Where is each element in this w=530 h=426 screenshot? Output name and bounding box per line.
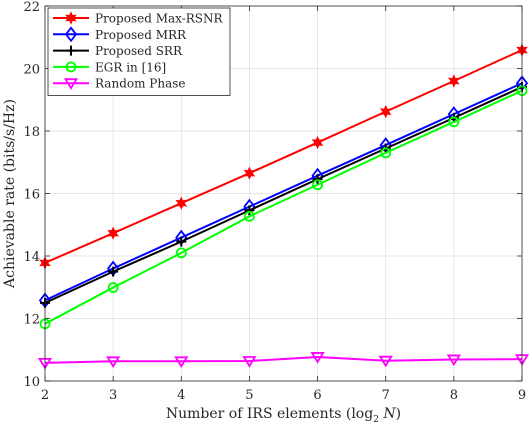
data-point bbox=[379, 104, 392, 119]
data-point bbox=[446, 354, 461, 367]
x-axis-label-close: ) bbox=[396, 406, 401, 422]
x-tick-label: 4 bbox=[177, 388, 185, 403]
series-line bbox=[44, 89, 523, 325]
legend-marker bbox=[64, 26, 78, 43]
data-point bbox=[106, 356, 121, 369]
grid-lines bbox=[44, 5, 523, 382]
x-tick-label: 2 bbox=[41, 388, 49, 403]
series-line bbox=[44, 82, 523, 302]
data-point bbox=[175, 196, 188, 210]
series-line bbox=[44, 49, 523, 264]
legend: Proposed Max-RSNR Proposed MRR Proposed SR… bbox=[47, 7, 231, 96]
x-tick-label: 7 bbox=[382, 388, 390, 403]
data-point bbox=[107, 226, 119, 240]
legend-entry: EGR in [16] bbox=[53, 60, 166, 74]
legend-marker bbox=[66, 45, 76, 56]
series-line bbox=[44, 86, 523, 304]
data-point bbox=[243, 166, 256, 180]
y-tick-label: 16 bbox=[23, 188, 40, 203]
data-point bbox=[174, 356, 189, 369]
data-point bbox=[176, 236, 187, 247]
legend-label: EGR in [16] bbox=[95, 60, 166, 74]
data-point bbox=[448, 74, 460, 88]
series-0 bbox=[39, 43, 528, 270]
data-point bbox=[244, 210, 255, 222]
legend-entry: Proposed MRR bbox=[53, 26, 187, 43]
data-point bbox=[244, 205, 255, 216]
data-point bbox=[380, 147, 392, 159]
data-point bbox=[311, 135, 324, 150]
legend-marker bbox=[65, 61, 77, 73]
x-axis-label: Number of IRS elements (log2 N) bbox=[166, 406, 401, 425]
x-tick-label: 3 bbox=[109, 388, 117, 403]
legend-entry: Proposed SRR bbox=[53, 44, 183, 58]
legend-label: Proposed MRR bbox=[95, 28, 187, 42]
series-layer bbox=[37, 43, 530, 370]
x-axis-label-variable: N bbox=[382, 406, 396, 422]
y-tick-label: 12 bbox=[23, 313, 40, 328]
series-4 bbox=[37, 352, 530, 370]
data-point bbox=[108, 266, 119, 277]
data-point bbox=[310, 352, 325, 364]
legend-marker bbox=[65, 11, 77, 25]
legend-label: Random Phase bbox=[95, 77, 186, 91]
legend-entry: Random Phase bbox=[53, 77, 186, 91]
data-point bbox=[312, 179, 323, 191]
legend-marker bbox=[63, 78, 79, 90]
y-tick-label: 10 bbox=[23, 375, 40, 390]
series-line bbox=[44, 355, 523, 364]
data-point bbox=[312, 174, 323, 185]
data-point bbox=[378, 355, 393, 368]
axis-ticks: 2 3 4 5 6 7 8 9 10 12 14 16 18 20 22 bbox=[23, 0, 526, 403]
x-tick-label: 5 bbox=[245, 388, 253, 403]
legend-label: Proposed SRR bbox=[95, 44, 183, 58]
legend-label: Proposed Max-RSNR bbox=[95, 12, 224, 26]
y-tick-label: 20 bbox=[23, 63, 40, 78]
data-point bbox=[448, 116, 460, 128]
y-tick-label: 18 bbox=[23, 125, 40, 140]
y-axis-label: Achievable rate (bits/s/Hz) bbox=[2, 99, 18, 289]
y-tick-label: 14 bbox=[23, 250, 40, 265]
x-tick-label: 8 bbox=[450, 388, 458, 403]
x-tick-label: 9 bbox=[518, 388, 526, 403]
y-tick-label: 22 bbox=[23, 0, 40, 15]
x-axis-label-main: Number of IRS elements (log bbox=[166, 406, 373, 422]
data-point bbox=[242, 356, 257, 368]
x-axis-label-subscript: 2 bbox=[373, 415, 379, 425]
legend-box bbox=[47, 7, 231, 96]
data-point bbox=[175, 247, 187, 259]
legend-entry: Proposed Max-RSNR bbox=[53, 11, 224, 26]
x-tick-label: 6 bbox=[313, 388, 321, 403]
data-point bbox=[107, 282, 119, 293]
